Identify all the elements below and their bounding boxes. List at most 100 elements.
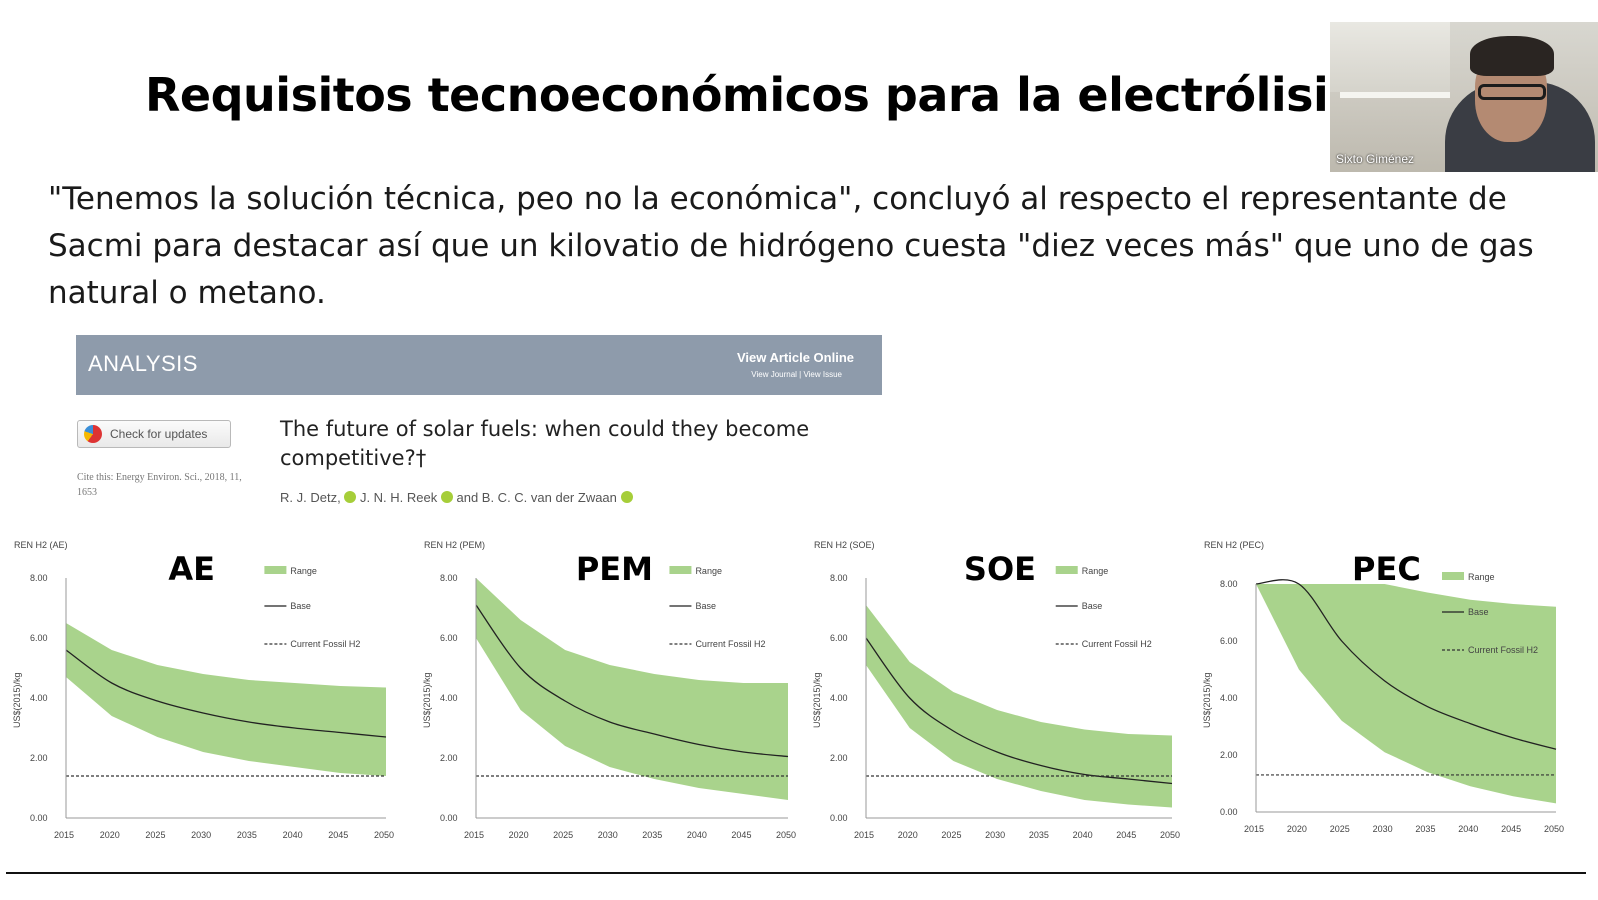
author-1: R. J. Detz, — [280, 490, 341, 505]
x-tick-label: 2040 — [283, 830, 303, 840]
x-tick-label: 2030 — [598, 830, 618, 840]
article-section-label: ANALYSIS — [88, 351, 198, 376]
chart-pec: REN H2 (PEC) PEC 0.00 2.00 4.00 6.00 8.00 US$(2… — [1202, 540, 1564, 834]
y-axis-label: US$(2015)/kg — [422, 672, 432, 728]
x-tick-label: 2035 — [642, 830, 662, 840]
y-tick-label: 4.00 — [440, 693, 458, 703]
legend-range-swatch — [1442, 572, 1464, 580]
chart-title: PEM — [576, 550, 653, 588]
legend-fossil-label: Current Fossil H2 — [1468, 645, 1538, 655]
x-tick-label: 2025 — [1330, 824, 1350, 834]
chart-title: PEC — [1352, 550, 1421, 588]
chart-corner-label: REN H2 (PEM) — [424, 540, 485, 550]
y-tick-label: 8.00 — [440, 573, 458, 583]
view-journal-issue-links: View Journal | View Issue — [751, 370, 842, 379]
webcam-background-window — [1330, 22, 1450, 92]
x-tick-label: 2020 — [1287, 824, 1307, 834]
legend-base-label: Base — [1082, 601, 1103, 611]
webcam-video[interactable]: Sixto Giménez — [1330, 22, 1598, 172]
x-tick-label: 2040 — [1073, 830, 1093, 840]
legend-range-label: Range — [290, 566, 317, 576]
x-tick-label: 2050 — [776, 830, 796, 840]
author-3: and B. C. C. van der Zwaan — [456, 490, 617, 505]
chart-corner-label: REN H2 (PEC) — [1204, 540, 1264, 550]
range-band — [66, 623, 386, 776]
y-tick-label: 0.00 — [1220, 807, 1238, 817]
y-axis-label: US$(2015)/kg — [812, 672, 822, 728]
x-tick-label: 2030 — [985, 830, 1005, 840]
y-tick-label: 2.00 — [830, 753, 848, 763]
x-tick-label: 2050 — [374, 830, 394, 840]
quote-text: "Tenemos la solución técnica, peo no la … — [48, 181, 1534, 311]
author-2: J. N. H. Reek — [359, 490, 438, 505]
webcam-background-lamp — [1340, 92, 1450, 98]
x-tick-label: 2015 — [54, 830, 74, 840]
speaker-glasses — [1478, 84, 1546, 100]
range-band — [1256, 584, 1556, 804]
legend-base-label: Base — [1468, 607, 1489, 617]
crossmark-icon — [84, 425, 102, 443]
x-tick-label: 2015 — [1244, 824, 1264, 834]
y-tick-label: 6.00 — [30, 633, 48, 643]
legend-range-label: Range — [1468, 572, 1495, 582]
x-tick-label: 2015 — [464, 830, 484, 840]
x-tick-label: 2045 — [731, 830, 751, 840]
x-tick-label: 2045 — [328, 830, 348, 840]
base-line — [1255, 579, 1557, 750]
y-tick-label: 0.00 — [30, 813, 48, 823]
chart-corner-label: REN H2 (SOE) — [814, 540, 875, 550]
x-tick-label: 2050 — [1544, 824, 1564, 834]
legend-range-label: Range — [1082, 566, 1109, 576]
x-tick-label: 2020 — [509, 830, 529, 840]
x-tick-label: 2040 — [1458, 824, 1478, 834]
legend-range-swatch — [669, 566, 692, 574]
legend-fossil-label: Current Fossil H2 — [290, 639, 360, 649]
x-tick-label: 2030 — [191, 830, 211, 840]
base-line — [865, 637, 1173, 785]
view-article-online-link: View Article Online — [736, 350, 854, 365]
y-axis-label: US$(2015)/kg — [1202, 672, 1212, 728]
y-tick-label: 4.00 — [30, 693, 48, 703]
x-tick-label: 2020 — [898, 830, 918, 840]
y-axis-label: US$(2015)/kg — [12, 672, 22, 728]
x-tick-label: 2025 — [145, 830, 165, 840]
check-for-updates-label: Check for updates — [110, 427, 208, 441]
y-tick-label: 4.00 — [830, 693, 848, 703]
x-tick-label: 2025 — [553, 830, 573, 840]
x-tick-label: 2050 — [1160, 830, 1180, 840]
y-tick-label: 8.00 — [1220, 579, 1238, 589]
orcid-icon — [620, 491, 633, 503]
chart-pem: REN H2 (PEM) PEM 0.00 2.00 4.00 6.00 8.00 US$(2… — [422, 540, 796, 840]
x-tick-label: 2030 — [1373, 824, 1393, 834]
chart-ae: REN H2 (AE) AE 0.00 2.00 4.00 6.00 8.00 US$(201… — [12, 540, 394, 840]
x-tick-label: 2015 — [854, 830, 874, 840]
check-for-updates-badge: Check for updates — [77, 420, 231, 448]
y-tick-label: 0.00 — [830, 813, 848, 823]
legend-range-swatch — [264, 566, 287, 574]
orcid-icon — [344, 491, 357, 503]
y-tick-label: 8.00 — [830, 573, 848, 583]
legend-fossil-label: Current Fossil H2 — [1082, 639, 1152, 649]
article-header-bar: ANALYSIS View Article Online View Journa… — [76, 335, 882, 395]
paper-title: The future of solar fuels: when could th… — [280, 417, 810, 470]
orcid-icon — [440, 491, 453, 503]
slide-title: Requisitos tecnoeconómicos para la elect… — [145, 68, 1356, 122]
y-tick-label: 2.00 — [30, 753, 48, 763]
range-band — [866, 605, 1172, 808]
webcam-name-tag: Sixto Giménez — [1336, 152, 1415, 166]
chart-soe: REN H2 (SOE) SOE 0.00 2.00 4.00 6.00 8.00 US$(2… — [812, 540, 1180, 840]
legend-fossil-label: Current Fossil H2 — [695, 639, 765, 649]
y-tick-label: 6.00 — [1220, 636, 1238, 646]
y-tick-label: 4.00 — [1220, 693, 1238, 703]
x-tick-label: 2045 — [1501, 824, 1521, 834]
chart-title: AE — [168, 550, 215, 588]
speaker-hair — [1470, 36, 1554, 76]
chart-corner-label: REN H2 (AE) — [14, 540, 68, 550]
range-band — [476, 578, 788, 800]
x-tick-label: 2025 — [941, 830, 961, 840]
base-line — [65, 649, 387, 738]
charts-row: REN H2 (AE) AE 0.00 2.00 4.00 6.00 8.00 US$(201… — [0, 540, 1598, 865]
citation-text: Cite this: Energy Environ. Sci., 2018, 1… — [77, 472, 242, 498]
legend-base-label: Base — [695, 601, 716, 611]
y-tick-label: 6.00 — [440, 633, 458, 643]
